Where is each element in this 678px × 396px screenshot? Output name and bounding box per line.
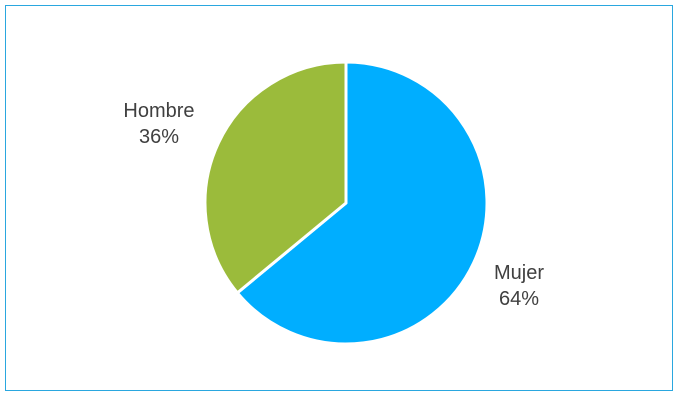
slice-label-mujer-percent: 64% <box>499 288 539 310</box>
pie-labels: Mujer 64% Hombre 36% <box>123 100 544 310</box>
slice-label-hombre-name: Hombre <box>123 100 194 122</box>
pie-slice-mujer <box>235 60 489 346</box>
pie-slices <box>203 60 489 346</box>
slice-label-mujer-name: Mujer <box>494 262 544 284</box>
pie-slice-hombre <box>203 60 348 295</box>
slice-label-hombre-percent: 36% <box>139 126 179 148</box>
